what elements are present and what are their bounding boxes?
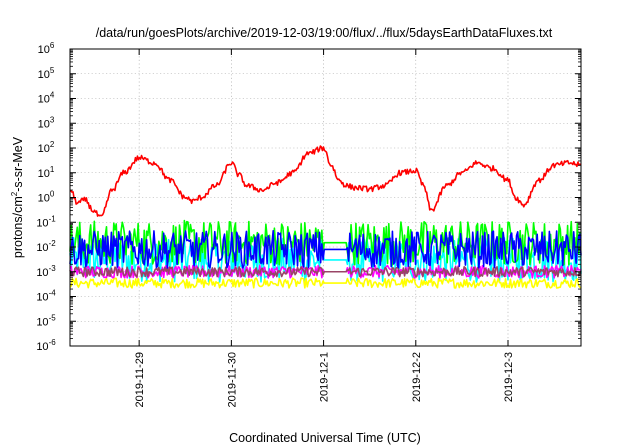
y-tick-label: 106 xyxy=(38,41,55,56)
y-tick-label: 102 xyxy=(38,140,55,155)
x-tick-label: 2019-12-3 xyxy=(503,352,515,402)
grid xyxy=(70,49,581,346)
series-line xyxy=(69,266,582,278)
x-tick-label: 2019-11-30 xyxy=(226,352,238,407)
chart-title: /data/run/goesPlots/archive/2019-12-03/1… xyxy=(96,26,553,40)
y-tick-label: 10-6 xyxy=(36,338,56,353)
series-line xyxy=(69,277,582,289)
y-axis: 10-6 10-5 10-4 10-3 10-2 10-1 100 101 102 103 104 1… xyxy=(36,41,581,353)
y-tick-label: 101 xyxy=(38,165,55,180)
y-tick-label: 10-2 xyxy=(36,239,56,254)
x-tick-label: 2019-12-1 xyxy=(319,352,331,402)
y-tick-label: 10-1 xyxy=(36,214,56,229)
y-tick-label: 10-5 xyxy=(36,313,56,328)
series-line-red xyxy=(69,145,582,217)
y-tick-label: 10-3 xyxy=(36,264,56,279)
series-group xyxy=(69,145,582,289)
y-tick-label: 100 xyxy=(38,190,55,205)
x-axis: 2019-11-29 2019-11-30 2019-12-1 2019-12-2 20… xyxy=(134,49,515,407)
y-tick-label: 103 xyxy=(38,115,55,130)
y-axis-label: protons/cm2-s-sr-MeV xyxy=(10,136,25,258)
y-tick-label: 10-4 xyxy=(36,289,56,304)
y-tick-label: 105 xyxy=(38,66,55,81)
x-axis-label: Coordinated Universal Time (UTC) xyxy=(229,431,421,445)
y-tick-label: 104 xyxy=(38,91,55,106)
series-line xyxy=(69,230,582,269)
x-tick-label: 2019-11-29 xyxy=(134,352,146,407)
x-tick-label: 2019-12-2 xyxy=(411,352,423,402)
